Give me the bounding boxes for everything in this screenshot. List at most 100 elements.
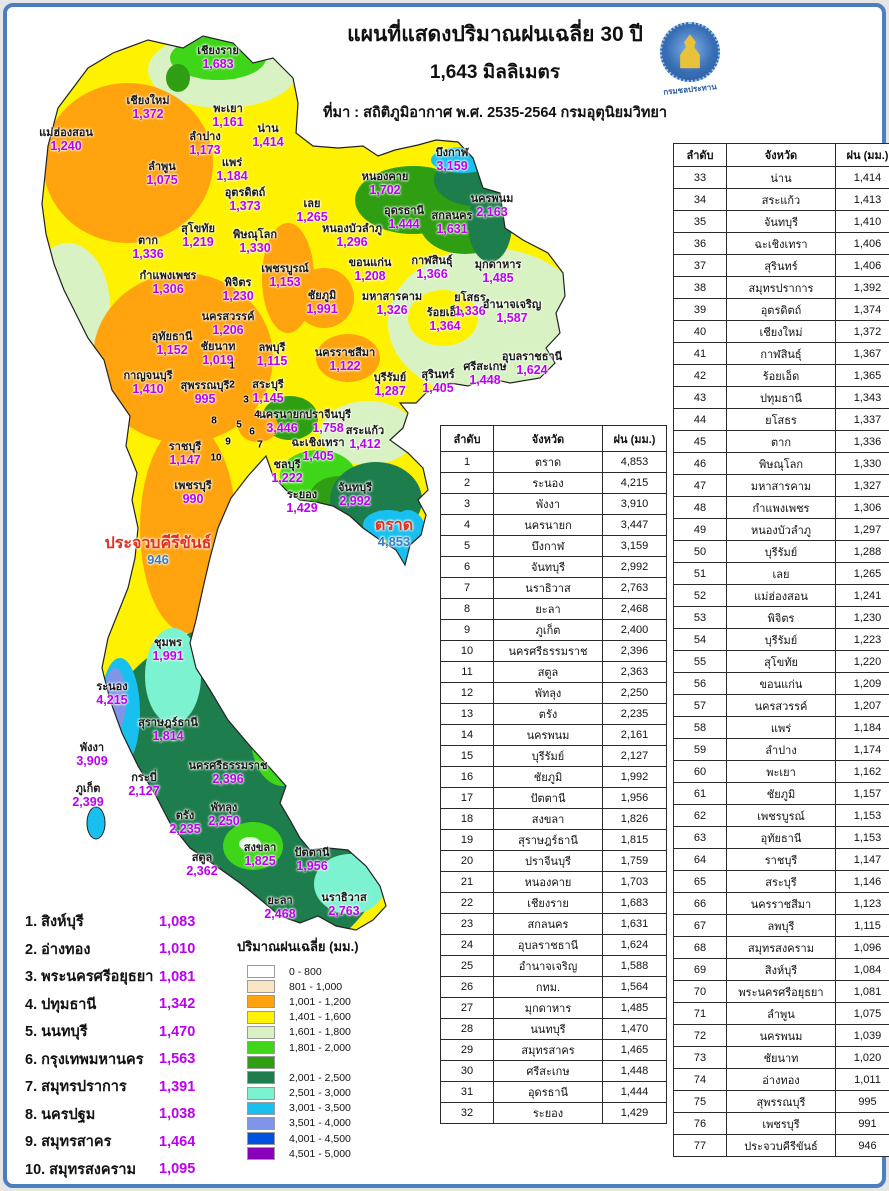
cell-rank: 5 xyxy=(440,535,494,557)
province-name: นครสวรรค์ xyxy=(201,311,255,323)
list-item: 7. สมุทรปราการ 1,391 xyxy=(25,1073,240,1101)
cell-rank: 58 xyxy=(673,716,727,739)
province-rainfall-value: 1,296 xyxy=(336,234,368,249)
province-rainfall-value: 3,909 xyxy=(76,753,108,768)
cell-province: แม่ฮ่องสอน xyxy=(726,584,836,607)
cell-rainfall: 3,159 xyxy=(602,535,667,557)
table-row: 35 จันทบุรี 1,410 xyxy=(673,210,889,233)
map-province-label: ชัยภูมิ 1,991 xyxy=(306,290,337,316)
province-name: อุบลราชธานี xyxy=(501,351,563,363)
header-rainfall: ฝน (มม.) xyxy=(602,425,667,452)
cell-rank: 13 xyxy=(440,703,494,725)
cell-rank: 55 xyxy=(673,650,727,673)
legend-range-label: 1,601 - 1,800 xyxy=(289,1026,351,1039)
province-name: บึงกาฬ xyxy=(435,147,469,159)
legend-item: 1,801 - 2,000 xyxy=(237,1040,402,1055)
legend-item: 2,001 - 2,500 xyxy=(237,1070,402,1085)
province-name: ชลบุรี xyxy=(273,459,301,471)
cell-rainfall: 1,075 xyxy=(835,1002,889,1025)
cell-rainfall: 1,157 xyxy=(835,782,889,805)
table-row: 11 สตูล 2,363 xyxy=(440,661,667,683)
cell-rainfall: 1,153 xyxy=(835,804,889,827)
map-province-label: เชียงราย 1,683 xyxy=(197,45,239,71)
province-rainfall-value: 1,758 xyxy=(312,420,344,435)
map-province-label: ชุมพร 1,991 xyxy=(152,637,183,663)
cell-rainfall: 1,153 xyxy=(835,826,889,849)
cell-rank: 8 xyxy=(440,598,494,620)
cell-province: พิจิตร xyxy=(726,606,836,629)
cell-province: ตราด xyxy=(493,451,603,473)
cell-province: ชัยนาท xyxy=(726,1046,836,1069)
map-province-label: สุพรรณบุรี 995 xyxy=(181,380,230,406)
province-number-marker: 5 xyxy=(236,419,242,431)
legend-range-label: 4,501 - 5,000 xyxy=(289,1147,351,1160)
source-note: ที่มา : สถิติภูมิอากาศ พ.ศ. 2535-2564 กร… xyxy=(322,105,668,121)
header-province: จังหวัด xyxy=(726,143,836,167)
map-province-label: เชียงใหม่ 1,372 xyxy=(127,95,170,121)
province-rainfall-value: 1,326 xyxy=(376,302,408,317)
cell-rank: 76 xyxy=(673,1112,727,1135)
legend-item: 4,501 - 5,000 xyxy=(237,1146,402,1161)
province-name: พิจิตร xyxy=(224,277,252,289)
province-rainfall-value: 1,152 xyxy=(156,342,188,357)
cell-rainfall: 1,327 xyxy=(835,474,889,497)
province-name: ระยอง xyxy=(286,489,318,501)
table-row: 29 สมุทรสาคร 1,465 xyxy=(440,1039,667,1061)
legend-item: 3,501 - 4,000 xyxy=(237,1116,402,1131)
cell-rank: 18 xyxy=(440,808,494,830)
header: แผนที่แสดงปริมาณฝนเฉลี่ย 30 ปี 1,643 มิล… xyxy=(315,18,675,124)
map-province-label: ขอนแก่น 1,208 xyxy=(349,257,392,283)
table-row: 40 เชียงใหม่ 1,372 xyxy=(673,320,889,343)
page-subtitle: 1,643 มิลลิเมตร xyxy=(429,62,561,83)
rank-table-33-77: ลำดับ จังหวัด ฝน (มม.) 33 น่าน 1,414 34 … xyxy=(673,143,889,1157)
map-province-label: พังงา 3,909 xyxy=(76,742,108,768)
table-row: 55 สุโขทัย 1,220 xyxy=(673,650,889,673)
table-row: 50 บุรีรัมย์ 1,288 xyxy=(673,540,889,563)
province-name: ปราจีนบุรี xyxy=(305,409,351,421)
cell-province: สระบุรี xyxy=(726,870,836,893)
cell-rank: 77 xyxy=(673,1134,727,1157)
table-row: 8 ยะลา 2,468 xyxy=(440,598,667,620)
cell-province: สระแก้ว xyxy=(726,188,836,211)
province-rainfall-value: 1,825 xyxy=(244,853,276,868)
table-row: 61 ชัยภูมิ 1,157 xyxy=(673,782,889,805)
province-number-marker: 3 xyxy=(243,394,249,406)
table-row: 44 ยโสธร 1,337 xyxy=(673,408,889,431)
province-rainfall-value: 2,396 xyxy=(212,771,244,786)
table-row: 73 ชัยนาท 1,020 xyxy=(673,1046,889,1069)
cell-rank: 46 xyxy=(673,452,727,475)
cell-province: ลำพูน xyxy=(726,1002,836,1025)
table-row: 51 เลย 1,265 xyxy=(673,562,889,585)
province-name: จันทบุรี xyxy=(337,482,373,494)
province-rainfall-value: 2,362 xyxy=(186,863,218,878)
province-rainfall-value: 2,468 xyxy=(264,906,296,921)
cell-rainfall: 1,564 xyxy=(602,976,667,998)
province-rainfall-value: 1,372 xyxy=(132,106,164,121)
province-number-marker: 1 xyxy=(229,360,235,372)
province-rainfall-value: 1,587 xyxy=(496,310,528,325)
cell-province: บึงกาฬ xyxy=(493,535,603,557)
map-province-label: ชัยนาท 1,019 xyxy=(201,341,236,367)
province-rainfall-value: 3,446 xyxy=(266,420,298,435)
cell-rank: 6 xyxy=(440,556,494,578)
province-name: บุรีรัมย์ xyxy=(373,372,407,384)
table-row: 22 เชียงราย 1,683 xyxy=(440,892,667,914)
cell-rank: 47 xyxy=(673,474,727,497)
list-item: 2. อ่างทอง 1,010 xyxy=(25,936,240,964)
cell-rank: 49 xyxy=(673,518,727,541)
table-row: 57 นครสวรรค์ 1,207 xyxy=(673,694,889,717)
cell-province: บุรีรัมย์ xyxy=(726,540,836,563)
province-name: อุตรดิตถ์ xyxy=(224,187,266,199)
cell-province: ฉะเชิงเทรา xyxy=(726,232,836,255)
cell-rank: 37 xyxy=(673,254,727,277)
list-province-name: 6. กรุงเทพมหานคร xyxy=(25,1051,144,1068)
cell-rank: 62 xyxy=(673,804,727,827)
list-province-name: 3. พระนครศรีอยุธยา xyxy=(25,969,154,986)
cell-rainfall: 991 xyxy=(835,1112,889,1135)
map-province-label: อุตรดิตถ์ 1,373 xyxy=(224,187,266,213)
header-rank: ลำดับ xyxy=(673,143,727,167)
legend-range-label: 1,801 - 2,000 xyxy=(289,1041,351,1054)
province-name: ชุมพร xyxy=(154,637,182,649)
cell-province: สุรินทร์ xyxy=(726,254,836,277)
legend-range-label: 0 - 800 xyxy=(289,965,322,978)
